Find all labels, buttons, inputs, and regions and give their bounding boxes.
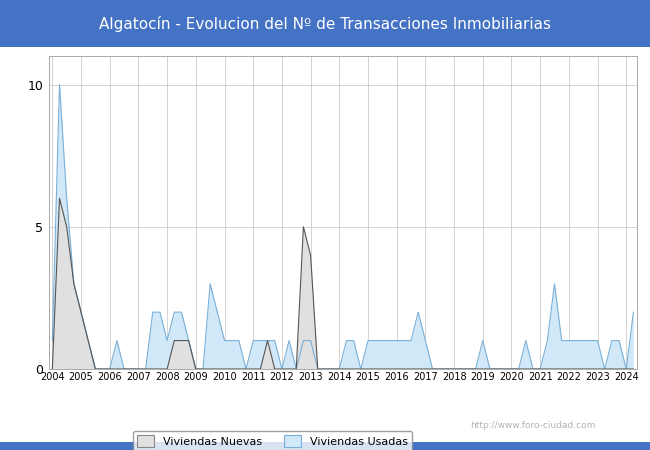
Text: Algatocín - Evolucion del Nº de Transacciones Inmobiliarias: Algatocín - Evolucion del Nº de Transacc… xyxy=(99,16,551,32)
Text: http://www.foro-ciudad.com: http://www.foro-ciudad.com xyxy=(471,421,595,430)
Legend: Viviendas Nuevas, Viviendas Usadas: Viviendas Nuevas, Viviendas Usadas xyxy=(133,431,412,450)
